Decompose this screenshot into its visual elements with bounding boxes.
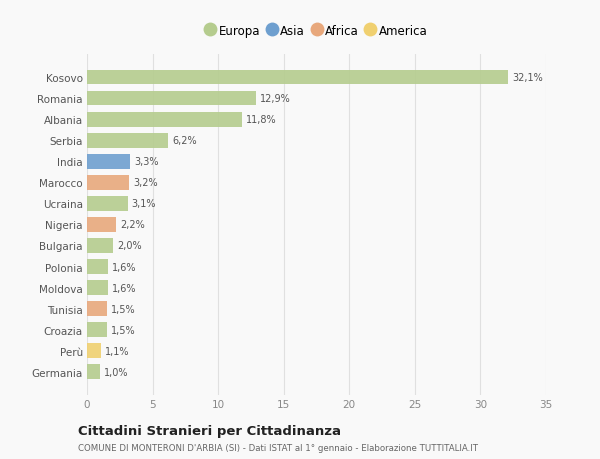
Text: 2,0%: 2,0% — [117, 241, 142, 251]
Text: COMUNE DI MONTERONI D'ARBIA (SI) - Dati ISTAT al 1° gennaio - Elaborazione TUTTI: COMUNE DI MONTERONI D'ARBIA (SI) - Dati … — [78, 443, 478, 452]
Text: 11,8%: 11,8% — [245, 115, 277, 125]
Bar — [87, 280, 108, 295]
Text: 2,2%: 2,2% — [120, 220, 145, 230]
Bar — [87, 344, 101, 358]
Text: 1,5%: 1,5% — [110, 325, 135, 335]
Text: 1,0%: 1,0% — [104, 367, 128, 377]
Bar — [87, 218, 116, 232]
Bar — [87, 260, 108, 274]
Text: 1,5%: 1,5% — [110, 304, 135, 314]
Bar — [87, 134, 169, 148]
Text: 12,9%: 12,9% — [260, 94, 291, 104]
Text: 3,1%: 3,1% — [131, 199, 156, 209]
Bar — [87, 239, 113, 253]
Text: 3,3%: 3,3% — [134, 157, 159, 167]
Bar — [87, 302, 107, 316]
Text: 3,2%: 3,2% — [133, 178, 158, 188]
Bar — [87, 196, 128, 211]
Bar — [87, 175, 129, 190]
Legend: Europa, Asia, Africa, America: Europa, Asia, Africa, America — [201, 20, 432, 43]
Bar — [87, 71, 508, 85]
Bar — [87, 364, 100, 379]
Text: Cittadini Stranieri per Cittadinanza: Cittadini Stranieri per Cittadinanza — [78, 425, 341, 437]
Bar — [87, 112, 242, 127]
Text: 1,1%: 1,1% — [106, 346, 130, 356]
Text: 32,1%: 32,1% — [512, 73, 542, 83]
Text: 1,6%: 1,6% — [112, 262, 136, 272]
Text: 6,2%: 6,2% — [172, 136, 197, 146]
Text: 1,6%: 1,6% — [112, 283, 136, 293]
Bar — [87, 323, 107, 337]
Bar — [87, 91, 256, 106]
Bar — [87, 155, 130, 169]
